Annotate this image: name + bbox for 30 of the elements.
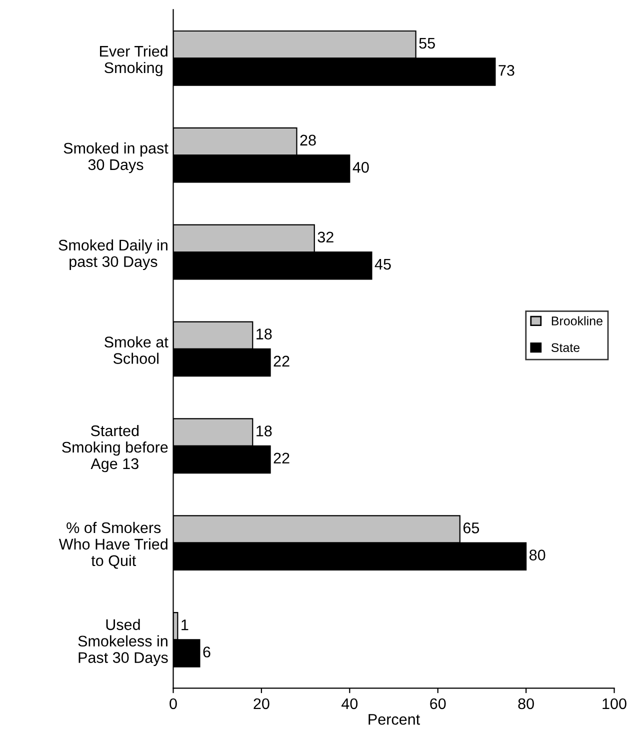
x-tick-label: 0 <box>170 698 177 710</box>
y-tick-label: % of Smokers Who Have Tried to Quit <box>58 522 168 569</box>
y-tick-label: Smoked Daily in past 30 Days <box>58 239 168 270</box>
data-label: 55 <box>419 38 435 49</box>
data-label: 22 <box>274 356 290 366</box>
data-label: 22 <box>274 452 290 464</box>
data-label: 28 <box>300 134 316 146</box>
legend-label: State <box>551 343 580 352</box>
data-label: 40 <box>352 162 369 173</box>
data-label: 80 <box>529 550 546 560</box>
x-axis-title: Percent <box>368 714 420 725</box>
data-label: 18 <box>256 426 272 436</box>
x-tick-label: 20 <box>254 698 270 710</box>
x-tick-label: 60 <box>430 698 446 710</box>
data-label: 18 <box>256 328 272 340</box>
y-tick-label: Used Smokeless in Past 30 Days <box>78 618 168 666</box>
data-label: 1 <box>182 620 188 630</box>
x-tick-label: 40 <box>342 698 358 710</box>
x-tick-label: 100 <box>602 698 626 710</box>
y-tick-label: Smoked in past 30 Days <box>64 142 168 174</box>
y-tick-label: Smoke at School <box>104 336 168 364</box>
legend-label: Brookline <box>552 316 602 326</box>
data-label: 65 <box>463 522 480 534</box>
data-label: 6 <box>203 646 210 658</box>
x-tick-label: 80 <box>518 698 534 710</box>
y-tick-label: Started Smoking before Age 13 <box>62 424 168 472</box>
data-label: 32 <box>318 232 334 243</box>
data-label: 73 <box>498 64 514 76</box>
data-label: 45 <box>374 259 391 270</box>
y-tick-label: Ever Tried Smoking <box>100 45 168 76</box>
